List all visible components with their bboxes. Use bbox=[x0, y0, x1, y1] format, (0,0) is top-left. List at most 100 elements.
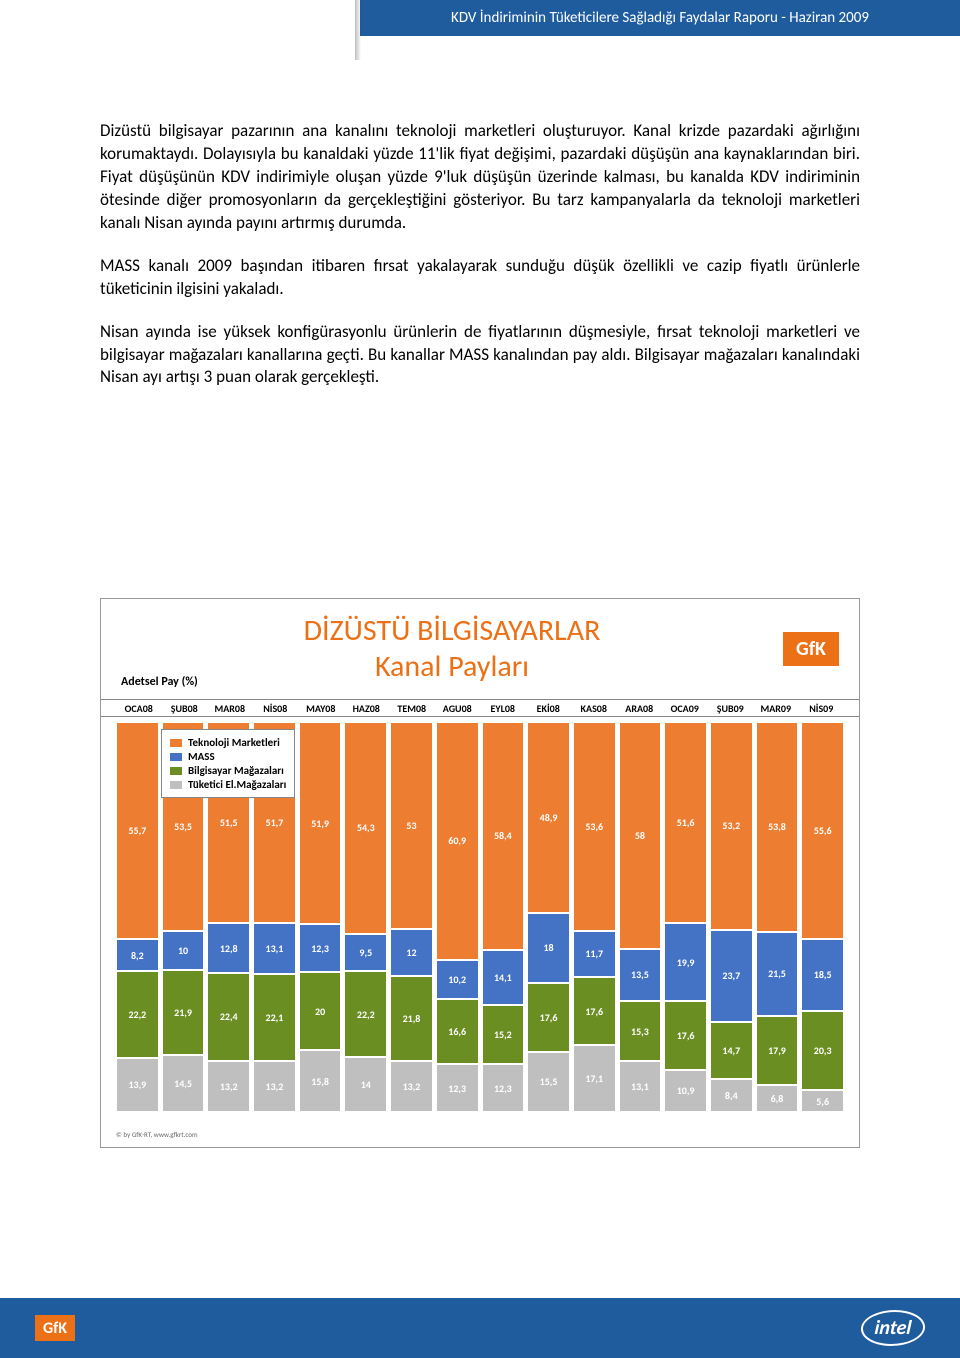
month-label: AGU08 bbox=[435, 702, 481, 715]
month-label: MAR09 bbox=[753, 702, 799, 715]
bar-column: 17,117,611,753,6 bbox=[573, 722, 616, 1112]
bar-segment: 51,9 bbox=[299, 722, 342, 924]
bar-segment: 53,6 bbox=[573, 722, 616, 931]
bar-column: 6,817,921,553,8 bbox=[756, 722, 799, 1112]
bar-segment: 22,1 bbox=[253, 974, 296, 1060]
header-shadow bbox=[355, 0, 361, 60]
bar-column: 12,315,214,158,4 bbox=[482, 722, 525, 1112]
bar-segment: 15,5 bbox=[527, 1052, 570, 1112]
legend-swatch bbox=[170, 781, 182, 789]
legend-label: MASS bbox=[188, 750, 215, 763]
bar-segment: 13,9 bbox=[116, 1058, 159, 1112]
footer-gfk-logo: GfK bbox=[35, 1315, 75, 1341]
bar-segment: 58,4 bbox=[482, 722, 525, 950]
header-bar: KDV İndiriminin Tüketicilere Sağladığı F… bbox=[360, 0, 960, 36]
month-label: ŞUB09 bbox=[708, 702, 754, 715]
legend-item: MASS bbox=[170, 750, 286, 763]
legend-swatch bbox=[170, 767, 182, 775]
bar-segment: 14,5 bbox=[162, 1055, 205, 1112]
bar-segment: 54,3 bbox=[344, 722, 387, 934]
bar-segment: 22,2 bbox=[116, 971, 159, 1058]
bar-segment: 13,2 bbox=[390, 1061, 433, 1112]
bar-segment: 22,2 bbox=[344, 971, 387, 1058]
bar-segment: 22,4 bbox=[207, 973, 250, 1060]
body-content: Dizüstü bilgisayar pazarının ana kanalın… bbox=[100, 120, 860, 409]
bar-segment: 48,9 bbox=[527, 722, 570, 913]
month-label: TEM08 bbox=[389, 702, 435, 715]
bar-segment: 15,3 bbox=[619, 1001, 662, 1061]
legend-item: Teknoloji Marketleri bbox=[170, 736, 286, 749]
bar-segment: 51,6 bbox=[664, 722, 707, 923]
legend-label: Tüketici El.Mağazaları bbox=[188, 778, 286, 791]
bar-segment: 55,6 bbox=[801, 722, 844, 939]
intel-label: intel bbox=[873, 1316, 912, 1340]
bar-segment: 13,1 bbox=[253, 923, 296, 974]
bar-segment: 10,9 bbox=[664, 1070, 707, 1113]
bar-segment: 12,3 bbox=[299, 924, 342, 972]
month-label: OCA08 bbox=[116, 702, 162, 715]
month-label: ŞUB08 bbox=[162, 702, 208, 715]
bar-segment: 58 bbox=[619, 722, 662, 948]
bar-segment: 8,4 bbox=[710, 1079, 753, 1112]
bar-segment: 21,9 bbox=[162, 970, 205, 1055]
bar-segment: 11,7 bbox=[573, 931, 616, 977]
footer-intel-logo: intel bbox=[859, 1310, 927, 1346]
paragraph-3: Nisan ayında ise yüksek konfigürasyonlu … bbox=[100, 321, 860, 390]
bar-column: 15,82012,351,9 bbox=[299, 722, 342, 1112]
chart-header: Adetsel Pay (%) DİZÜSTÜ BİLGİSAYARLAR Ka… bbox=[101, 599, 859, 699]
bar-segment: 13,5 bbox=[619, 949, 662, 1002]
bar-column: 10,917,619,951,6 bbox=[664, 722, 707, 1112]
bar-column: 13,221,81253 bbox=[390, 722, 433, 1112]
month-label: HAZ08 bbox=[344, 702, 390, 715]
month-label: EKİ08 bbox=[526, 702, 572, 715]
bar-segment: 53 bbox=[390, 722, 433, 929]
bar-segment: 53,8 bbox=[756, 722, 799, 932]
legend-label: Teknoloji Marketleri bbox=[188, 736, 280, 749]
month-label: MAY08 bbox=[298, 702, 344, 715]
chart-copyright: © by GfK-RT, www.gfkrt.com bbox=[116, 1130, 198, 1139]
bar-segment: 12,8 bbox=[207, 923, 250, 973]
month-label: EYL08 bbox=[480, 702, 526, 715]
month-label: OCA09 bbox=[662, 702, 708, 715]
chart-title-1: DİZÜSTÜ BİLGİSAYARLAR bbox=[304, 612, 601, 649]
bar-segment: 21,5 bbox=[756, 932, 799, 1016]
bar-segment: 14 bbox=[344, 1057, 387, 1112]
pay-label: Adetsel Pay (%) bbox=[121, 675, 198, 689]
bar-segment: 12,3 bbox=[482, 1064, 525, 1112]
bar-column: 15,517,61848,9 bbox=[527, 722, 570, 1112]
bar-segment: 10 bbox=[162, 931, 205, 970]
bar-segment: 13,2 bbox=[253, 1061, 296, 1112]
bar-column: 5,620,318,555,6 bbox=[801, 722, 844, 1112]
bar-column: 13,115,313,558 bbox=[619, 722, 662, 1112]
bar-segment: 15,2 bbox=[482, 1005, 525, 1064]
paragraph-2: MASS kanalı 2009 başından itibaren fırsa… bbox=[100, 255, 860, 301]
bar-segment: 18 bbox=[527, 913, 570, 983]
bar-segment: 55,7 bbox=[116, 722, 159, 939]
paragraph-1: Dizüstü bilgisayar pazarının ana kanalın… bbox=[100, 120, 860, 235]
gfk-logo: GfK bbox=[783, 632, 839, 666]
bar-segment: 6,8 bbox=[756, 1085, 799, 1112]
bar-column: 13,922,28,255,7 bbox=[116, 722, 159, 1112]
bar-segment: 18,5 bbox=[801, 939, 844, 1011]
bar-column: 8,414,723,753,2 bbox=[710, 722, 753, 1112]
bar-segment: 13,2 bbox=[207, 1061, 250, 1112]
bar-column: 1422,29,554,3 bbox=[344, 722, 387, 1112]
bar-segment: 20 bbox=[299, 972, 342, 1050]
bar-segment: 12,3 bbox=[436, 1064, 479, 1112]
bar-segment: 21,8 bbox=[390, 976, 433, 1061]
chart-legend: Teknoloji MarketleriMASSBilgisayar Mağaz… bbox=[161, 729, 295, 798]
legend-label: Bilgisayar Mağazaları bbox=[188, 764, 284, 777]
bar-segment: 12 bbox=[390, 929, 433, 976]
bar-segment: 17,6 bbox=[573, 977, 616, 1046]
bar-column: 12,316,610,260,9 bbox=[436, 722, 479, 1112]
bar-segment: 10,2 bbox=[436, 960, 479, 1000]
legend-swatch bbox=[170, 739, 182, 747]
bar-segment: 15,8 bbox=[299, 1050, 342, 1112]
bar-segment: 17,9 bbox=[756, 1016, 799, 1086]
bar-segment: 9,5 bbox=[344, 934, 387, 971]
bar-segment: 19,9 bbox=[664, 923, 707, 1001]
bar-segment: 60,9 bbox=[436, 722, 479, 960]
legend-swatch bbox=[170, 753, 182, 761]
bar-segment: 8,2 bbox=[116, 939, 159, 971]
month-label: ARA08 bbox=[617, 702, 663, 715]
